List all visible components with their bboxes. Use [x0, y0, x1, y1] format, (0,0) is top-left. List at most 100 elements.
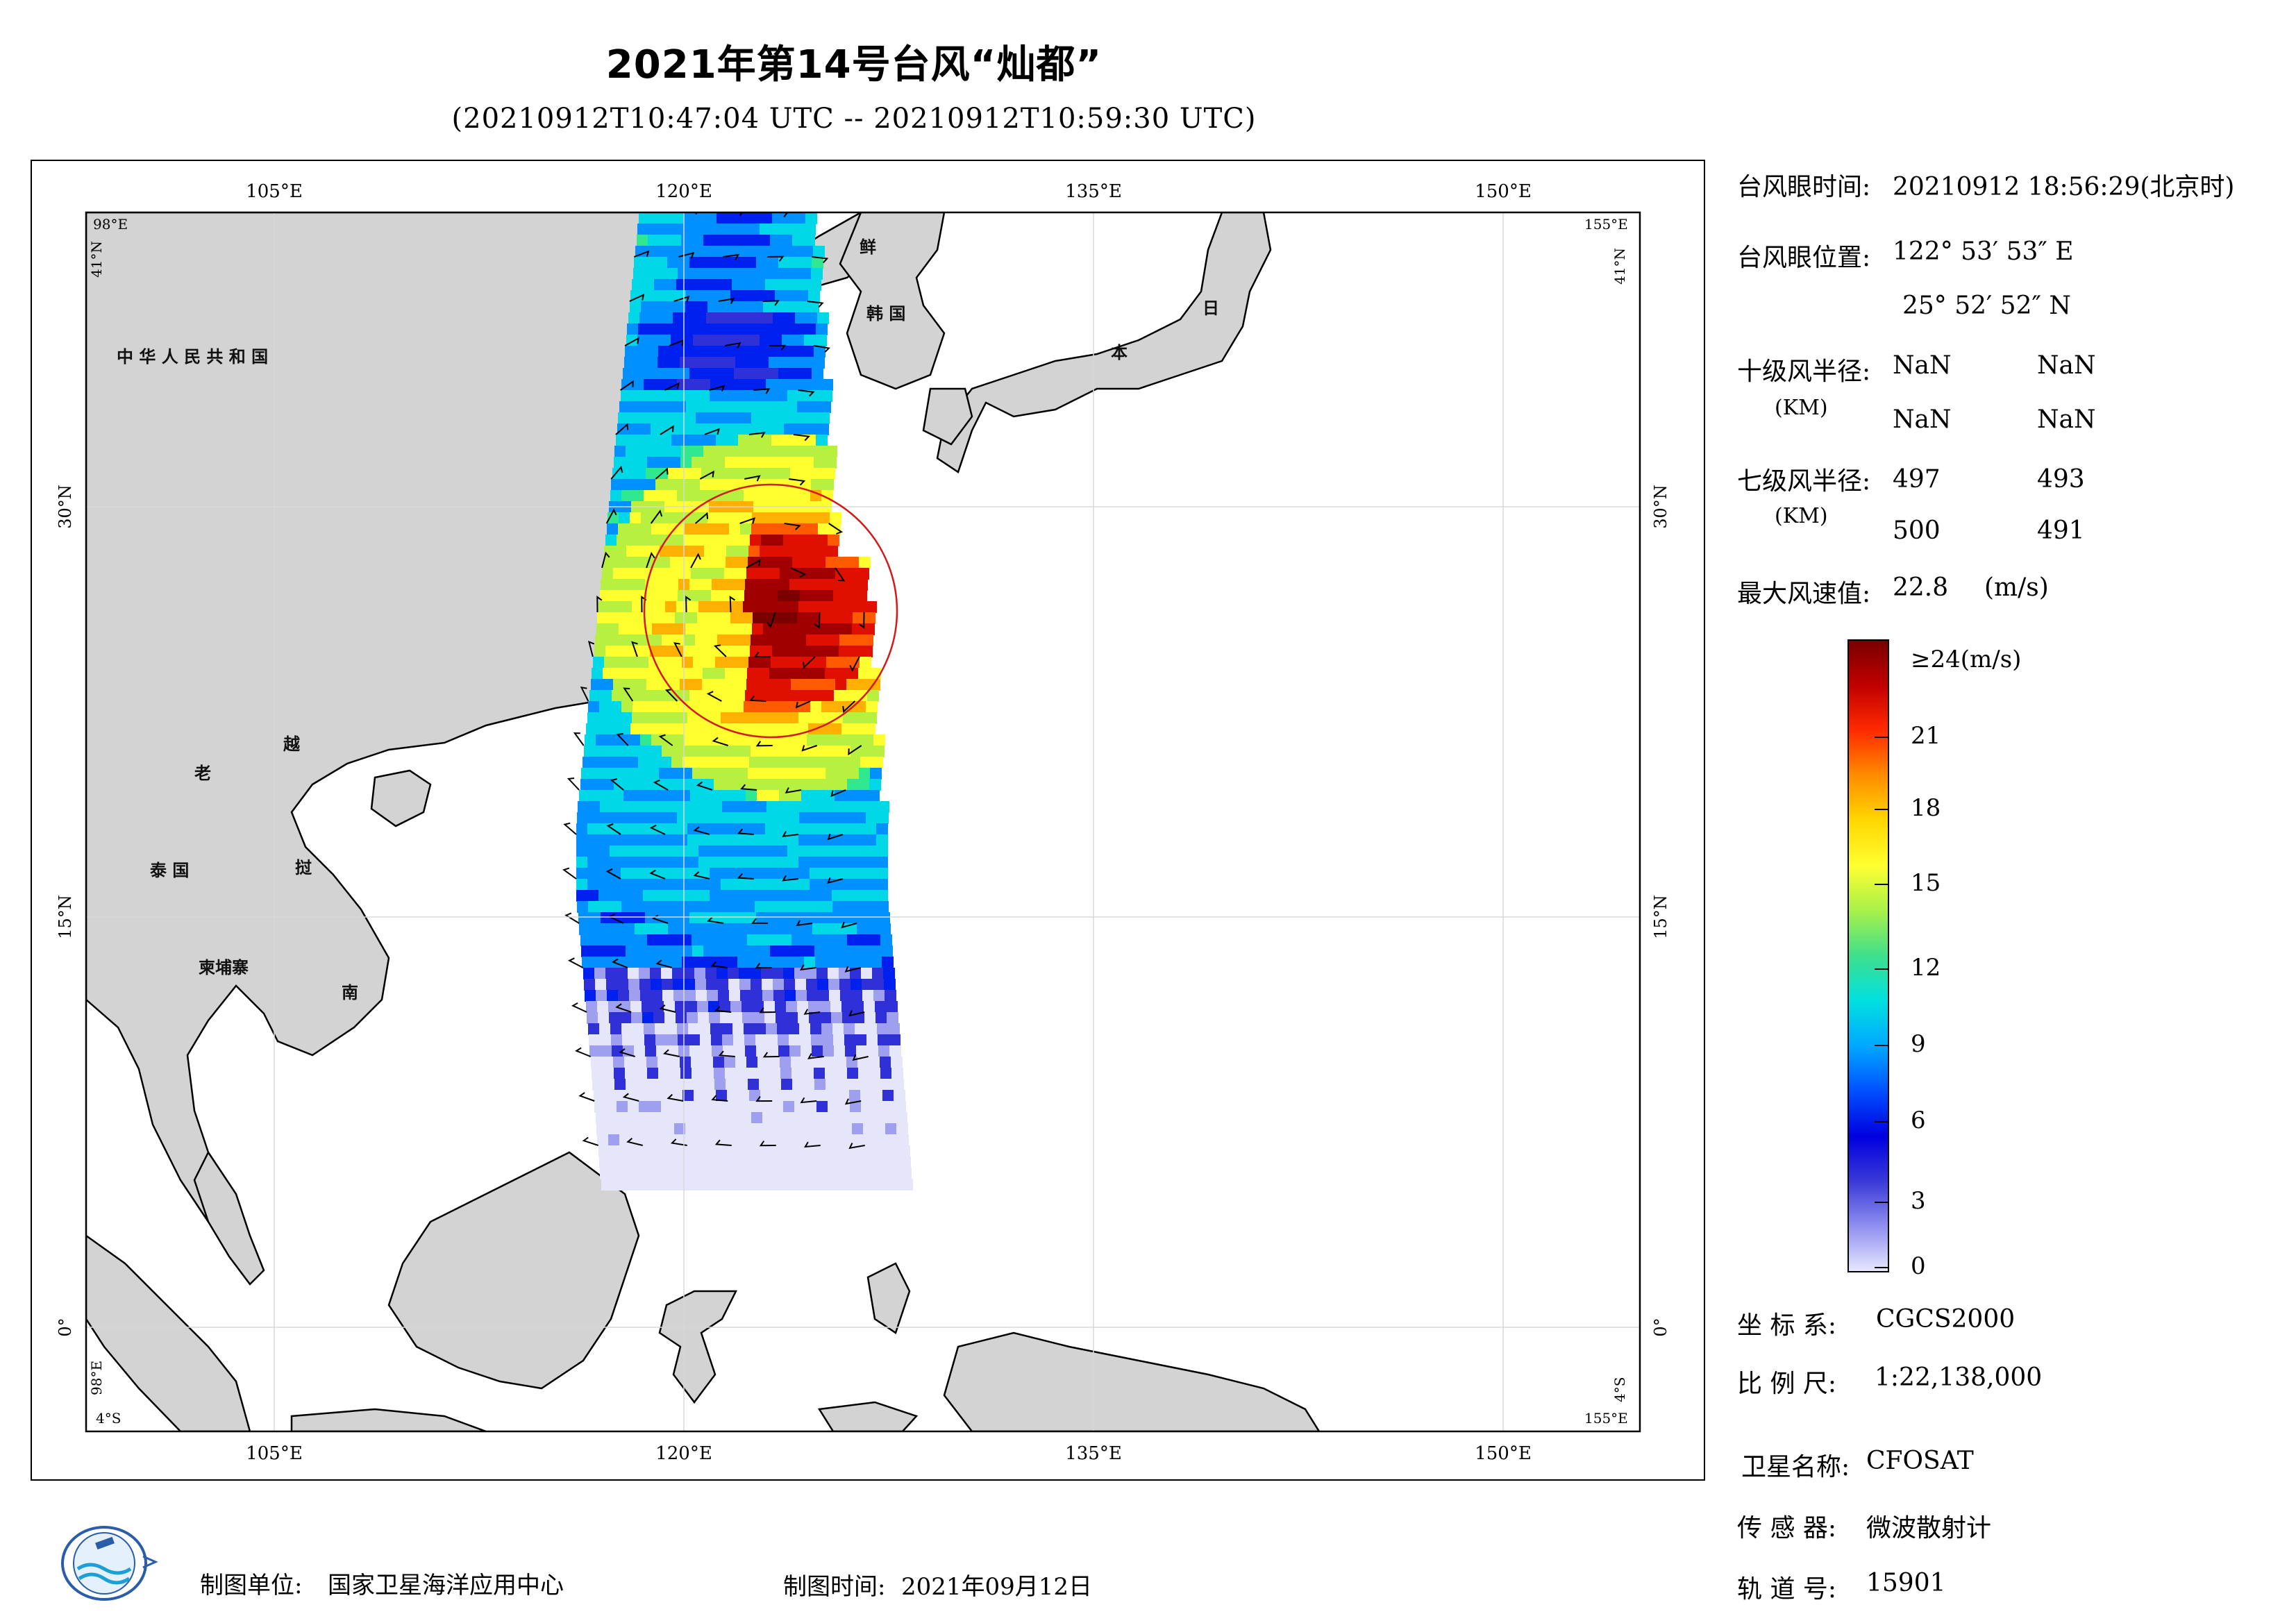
wind-cell — [732, 846, 744, 857]
wind-cell — [819, 401, 831, 413]
wind-cell — [808, 290, 820, 302]
wind-cell — [695, 746, 707, 757]
wind-cell — [812, 690, 823, 702]
wind-cell — [745, 257, 757, 269]
wind-cell — [629, 734, 641, 746]
wind-cell — [685, 523, 696, 535]
wind-cell — [693, 657, 705, 668]
wind-cell — [692, 457, 703, 469]
wind-cell — [714, 668, 726, 680]
wind-cell — [635, 679, 647, 691]
wind-cell — [685, 1123, 697, 1135]
wind-cell — [855, 1023, 866, 1035]
wind-cell — [862, 746, 873, 757]
wind-barb — [610, 465, 623, 480]
wind-cell — [810, 812, 822, 824]
sensor-label: 传 感 器: — [1737, 1514, 1837, 1542]
wind-cell — [721, 834, 732, 846]
wind-cell — [782, 323, 794, 335]
wind-cell — [621, 701, 633, 713]
wind-cell — [614, 457, 626, 469]
wind-cell — [745, 690, 757, 702]
wind-barb — [664, 382, 680, 391]
wind-cell — [814, 1068, 826, 1079]
wind-cell — [600, 1168, 612, 1179]
wind-cell — [621, 1023, 633, 1035]
landmass-kyushu — [922, 387, 973, 446]
wind-cell — [621, 857, 632, 868]
wind-cell — [614, 934, 626, 946]
wind-cell — [758, 934, 770, 946]
wind-cell — [621, 879, 632, 891]
wind-cell — [786, 401, 798, 413]
wind-cell — [621, 901, 633, 913]
wind-cell — [746, 246, 758, 258]
wind-cell — [764, 723, 776, 735]
wind-cell — [685, 412, 696, 424]
wind-barb — [859, 612, 865, 629]
colorbar-tick-12: 12 — [1911, 954, 1941, 982]
wind-barb — [807, 301, 824, 308]
wind-cell — [807, 990, 819, 1002]
wind-cell — [732, 901, 744, 913]
wind-cell — [651, 412, 663, 424]
wind-cell — [812, 257, 823, 269]
wind-cell — [814, 346, 826, 358]
wind-cell — [762, 312, 773, 324]
wind-cell — [630, 723, 642, 735]
wind-cell — [778, 1045, 790, 1057]
wind-cell — [655, 901, 667, 913]
wind-cell — [732, 1157, 744, 1168]
wind-cell — [732, 601, 744, 613]
wind-cell — [877, 1157, 889, 1168]
wind-cell — [773, 1112, 785, 1124]
wind-cell — [759, 446, 771, 457]
wind-cell — [780, 346, 792, 358]
wind-cell — [786, 290, 798, 302]
wind-cell — [712, 579, 723, 591]
wind-cell — [676, 857, 688, 868]
wind-cell — [821, 823, 832, 835]
wind-cell — [776, 868, 788, 880]
wind-cell — [608, 1001, 620, 1013]
wind-cell — [799, 901, 811, 913]
wind-cell — [815, 335, 827, 346]
wind-cell — [824, 568, 836, 580]
landmass-hainan — [370, 769, 432, 827]
wind-cell — [596, 990, 607, 1002]
wind-cell — [723, 690, 735, 702]
landmass-halmahera — [866, 1262, 911, 1334]
wind-cell — [576, 879, 588, 891]
wind-cell — [721, 390, 732, 402]
wind-cell — [746, 679, 758, 691]
wind-cell — [723, 1179, 735, 1191]
wind-cell — [635, 1179, 646, 1191]
wind-cell — [873, 746, 885, 757]
wind-cell — [773, 523, 785, 535]
wind-cell — [716, 757, 728, 768]
wind-cell — [822, 479, 834, 491]
wind-cell — [623, 912, 635, 924]
wind-cell — [850, 634, 862, 646]
wind-cell — [635, 357, 647, 369]
wind-barb — [830, 789, 846, 798]
wind-cell — [614, 768, 626, 780]
wind-barb — [699, 470, 714, 480]
wind-cell — [601, 579, 612, 591]
wind-cell — [623, 1179, 635, 1191]
wind-cell — [617, 646, 628, 657]
wind-cell — [804, 224, 816, 235]
wind-cell — [765, 1145, 777, 1157]
wind-cell — [734, 579, 746, 591]
wind-cell — [745, 1045, 757, 1057]
wind-cell — [764, 290, 776, 302]
wind-cell — [801, 1045, 812, 1057]
wind-cell — [824, 679, 836, 691]
wind-cell — [614, 945, 626, 957]
wind-cell — [794, 757, 805, 768]
landmass-sulawesi — [658, 1290, 738, 1404]
wind-cell — [777, 490, 789, 502]
wind-cell — [735, 923, 746, 935]
wind-cell — [802, 357, 814, 369]
wind-cell — [682, 546, 694, 557]
